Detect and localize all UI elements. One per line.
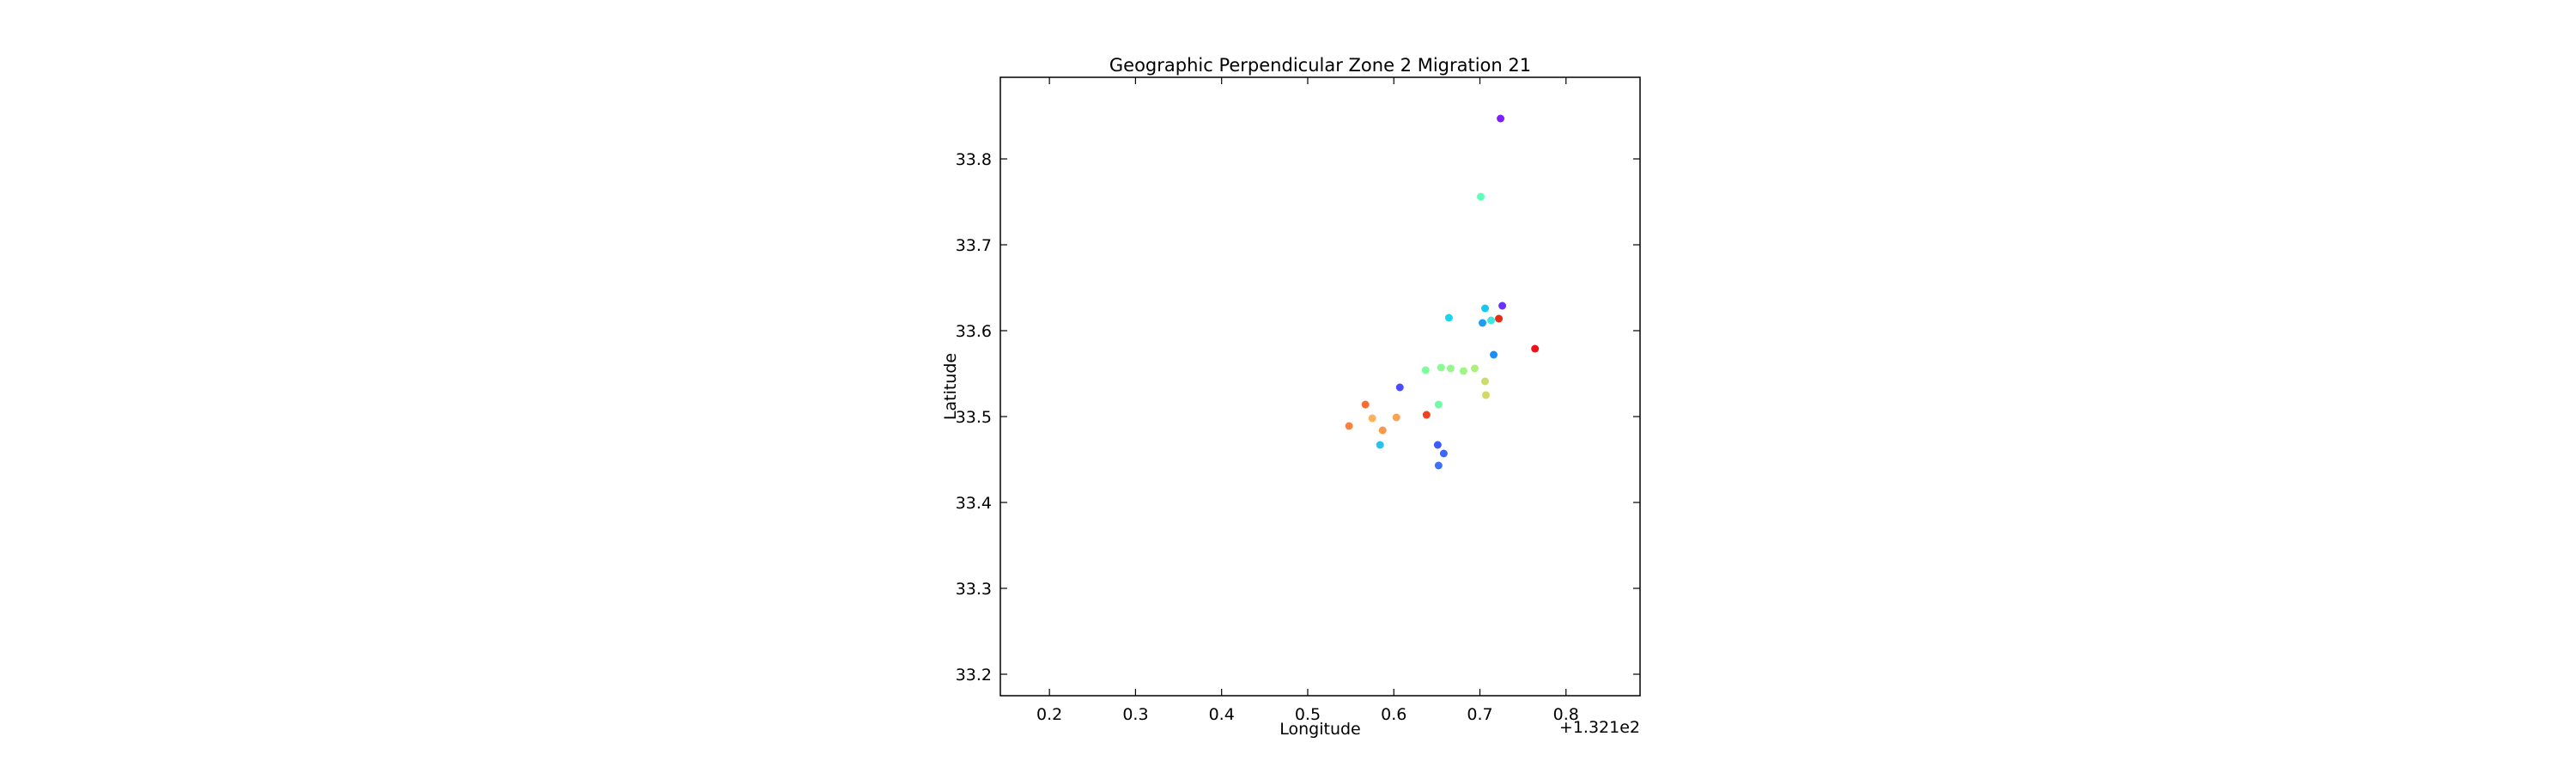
data-point <box>1497 114 1505 123</box>
plot-area-frame <box>999 76 1641 697</box>
data-point <box>1368 414 1376 423</box>
data-point <box>1446 364 1455 373</box>
data-point <box>1444 313 1453 322</box>
data-point <box>1345 422 1353 430</box>
x-axis-label: Longitude <box>1279 720 1361 739</box>
data-point <box>1470 364 1479 373</box>
data-point <box>1361 400 1370 409</box>
y-tick-label: 33.7 <box>956 236 992 255</box>
y-tick-label: 33.2 <box>956 666 992 685</box>
data-point <box>1392 413 1400 422</box>
data-point <box>1421 366 1430 374</box>
data-point <box>1477 192 1485 201</box>
x-tick-label: 0.6 <box>1381 705 1406 724</box>
data-point <box>1437 363 1445 372</box>
x-tick-label: 0.8 <box>1553 705 1579 724</box>
data-points <box>1345 114 1540 470</box>
data-point <box>1433 441 1442 449</box>
data-point <box>1487 316 1496 325</box>
data-point <box>1395 383 1404 392</box>
data-point <box>1378 426 1387 435</box>
data-point <box>1481 377 1490 386</box>
data-point <box>1434 461 1443 470</box>
data-point <box>1498 301 1507 310</box>
y-tick-label: 33.4 <box>956 494 992 513</box>
data-point <box>1482 391 1491 399</box>
x-tick-label: 0.5 <box>1295 705 1321 724</box>
data-point <box>1459 367 1467 375</box>
y-tick-label: 33.6 <box>956 322 992 341</box>
x-tick-label: 0.7 <box>1467 705 1492 724</box>
y-tick-label: 33.5 <box>956 408 992 427</box>
data-point <box>1481 304 1490 313</box>
x-tick-label: 0.4 <box>1209 705 1235 724</box>
data-point <box>1376 441 1384 449</box>
data-point <box>1479 319 1487 327</box>
y-tick-label: 33.8 <box>956 150 992 169</box>
data-point <box>1422 411 1431 419</box>
data-point <box>1434 400 1443 409</box>
chart-title: Geographic Perpendicular Zone 2 Migratio… <box>1109 55 1531 76</box>
data-point <box>1495 314 1504 323</box>
y-tick-label: 33.3 <box>956 580 992 599</box>
axis-ticks: 0.2 0.3 0.4 0.5 0.6 0.7 0.8 33.2 33.3 33.4 33.5 33.… <box>956 77 1640 724</box>
x-tick-label: 0.2 <box>1036 705 1062 724</box>
x-tick-label: 0.3 <box>1122 705 1148 724</box>
y-axis-label: Latitude <box>941 353 960 420</box>
data-point <box>1531 344 1540 353</box>
data-point <box>1490 350 1498 359</box>
data-point <box>1439 449 1448 458</box>
x-axis-offset-label: +1.321e2 <box>1559 718 1640 737</box>
